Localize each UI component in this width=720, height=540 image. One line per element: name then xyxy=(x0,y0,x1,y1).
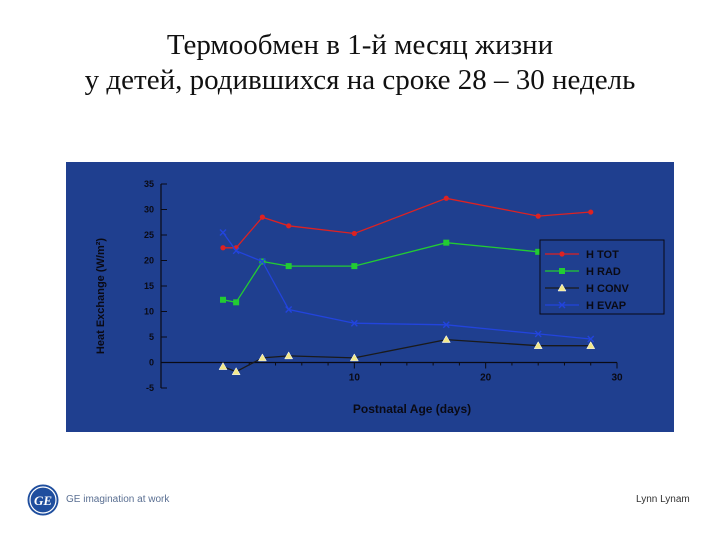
y-tick-label: 10 xyxy=(144,307,154,317)
data-point xyxy=(285,305,293,313)
data-point xyxy=(351,263,358,270)
data-point xyxy=(285,263,292,270)
slide-title-line-1: Термообмен в 1-й месяц жизни xyxy=(166,29,554,61)
data-point xyxy=(587,335,595,343)
data-point xyxy=(349,353,359,362)
slide-title-line-2: у детей, родившихся на сроке 28 – 30 нед… xyxy=(84,64,636,96)
slide-title: Термообмен в 1-й месяц жизни у детей, ро… xyxy=(0,28,720,98)
data-point xyxy=(534,330,542,338)
data-point xyxy=(218,362,228,370)
ge-logo-icon: GE xyxy=(27,484,59,516)
data-point xyxy=(219,228,227,236)
y-axis-label: Heat Exchange (W/m²) xyxy=(95,238,107,354)
data-point xyxy=(533,341,543,349)
x-tick-label: 20 xyxy=(480,373,492,384)
x-axis-label: Postnatal Age (days) xyxy=(353,402,471,416)
data-point xyxy=(535,213,541,219)
legend-label: H TOT xyxy=(586,249,619,261)
data-point xyxy=(284,351,294,360)
y-tick-label: 35 xyxy=(144,179,154,189)
legend-label: H EVAP xyxy=(586,300,626,312)
data-point xyxy=(443,195,449,201)
y-tick-label: 20 xyxy=(144,256,154,266)
line-chart: -5 0 5 10 15 20 25 30 35 10 20 30 Postnatal Age (day… xyxy=(95,179,665,416)
data-point xyxy=(220,296,226,303)
chart-panel: -5 0 5 10 15 20 25 30 35 10 20 30 Postnatal Age (day… xyxy=(66,162,674,432)
data-point xyxy=(558,301,566,309)
data-point xyxy=(257,353,267,362)
data-point xyxy=(557,283,567,292)
data-point xyxy=(286,223,292,229)
legend-label: H RAD xyxy=(586,266,621,278)
data-point xyxy=(442,321,450,329)
x-tick-label: 10 xyxy=(349,373,361,384)
data-point xyxy=(588,209,594,215)
y-tick-label: 0 xyxy=(149,358,154,368)
footer-author: Lynn Lynam xyxy=(636,494,690,505)
y-tick-label: 25 xyxy=(144,230,154,240)
y-tick-label: -5 xyxy=(146,383,154,393)
data-point xyxy=(231,367,241,375)
data-point xyxy=(350,319,358,327)
data-point xyxy=(443,239,450,246)
data-point xyxy=(559,251,565,257)
series-line xyxy=(222,242,591,304)
data-point xyxy=(586,341,596,349)
data-point xyxy=(351,230,357,237)
data-point xyxy=(220,245,226,251)
series-line xyxy=(222,232,591,340)
data-point xyxy=(559,268,565,274)
legend-label: H CONV xyxy=(586,283,629,295)
series-line xyxy=(222,338,591,373)
data-point xyxy=(259,214,265,220)
data-point xyxy=(258,258,266,266)
data-point xyxy=(535,248,542,255)
x-tick-label: 30 xyxy=(611,373,623,384)
y-tick-label: 5 xyxy=(149,332,154,342)
data-point xyxy=(232,247,240,255)
footer-tagline: GE imagination at work xyxy=(66,494,170,505)
y-tick-label: 30 xyxy=(144,205,154,215)
data-point xyxy=(441,335,451,343)
data-point xyxy=(233,299,240,306)
series-line xyxy=(223,197,591,249)
y-tick-label: 15 xyxy=(144,281,154,291)
ge-logo-text: GE xyxy=(34,493,52,508)
